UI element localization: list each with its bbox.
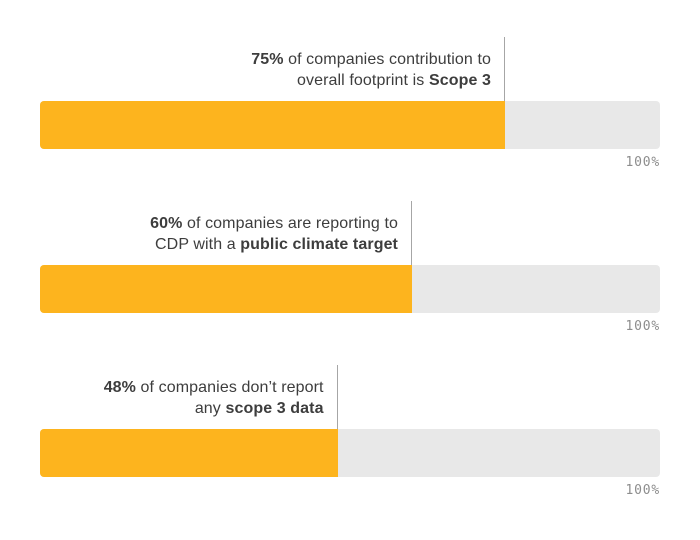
bar-fill <box>40 101 505 149</box>
axis-max-label: 100% <box>625 483 660 498</box>
annotation-zone: 60% of companies are reporting to CDP wit… <box>40 201 660 265</box>
bar-fill <box>40 265 412 313</box>
bar-fill <box>40 429 338 477</box>
bar-annotation: 48% of companies don’t report any scope 3… <box>103 379 324 417</box>
bar-track <box>40 265 660 313</box>
bar-track <box>40 429 660 477</box>
callout-line <box>411 201 412 265</box>
bar-row: 60% of companies are reporting to CDP wit… <box>40 201 660 365</box>
bar-row: 48% of companies don’t report any scope 3… <box>40 365 660 529</box>
callout-line <box>504 37 505 101</box>
bar-annotation: 75% of companies contribution to overall … <box>251 51 491 89</box>
annotation-zone: 75% of companies contribution to overall … <box>40 37 660 101</box>
bar-track <box>40 101 660 149</box>
annotation-zone: 48% of companies don’t report any scope 3… <box>40 365 660 429</box>
bar-row: 75% of companies contribution to overall … <box>40 37 660 201</box>
axis-max-label: 100% <box>625 319 660 334</box>
axis-max-label: 100% <box>625 155 660 170</box>
callout-line <box>336 365 338 429</box>
bar-annotation: 60% of companies are reporting to CDP wit… <box>150 215 398 253</box>
